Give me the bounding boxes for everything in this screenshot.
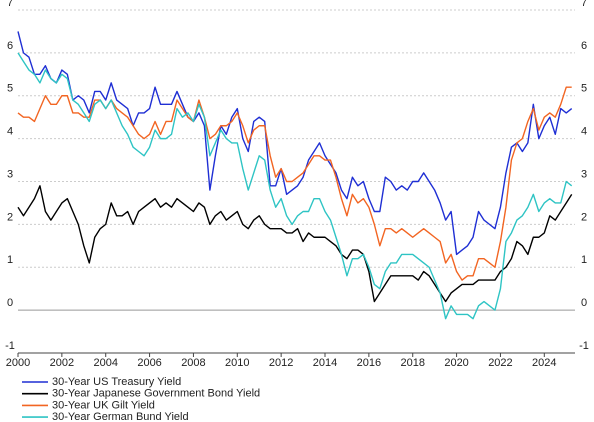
y-tick-label: 3 bbox=[7, 168, 13, 180]
y2-tick-label: 6 bbox=[581, 40, 587, 52]
y2-tick-label: -1 bbox=[579, 340, 589, 352]
y2-tick-label: 0 bbox=[581, 297, 587, 309]
x-tick-label: 2024 bbox=[532, 357, 556, 369]
y-tick-label: 2 bbox=[7, 211, 13, 223]
series-line bbox=[17, 185, 573, 303]
y-tick-label: 5 bbox=[7, 83, 13, 95]
y-tick-label: -1 bbox=[5, 340, 15, 352]
x-tick-label: 2002 bbox=[50, 357, 74, 369]
y-tick-label: 1 bbox=[7, 254, 13, 266]
y-tick-label: 0 bbox=[7, 297, 13, 309]
x-tick-label: 2018 bbox=[400, 357, 424, 369]
y2-tick-label: 2 bbox=[581, 211, 587, 223]
y2-tick-label: 5 bbox=[581, 83, 587, 95]
y2-tick-label: 1 bbox=[581, 254, 587, 266]
y2-tick-label: 3 bbox=[581, 168, 587, 180]
x-tick-label: 2014 bbox=[313, 357, 337, 369]
series-line bbox=[17, 52, 573, 320]
x-tick-label: 2016 bbox=[357, 357, 381, 369]
series-line bbox=[17, 31, 573, 256]
legend-label: 30-Year UK Gilt Yield bbox=[52, 399, 155, 411]
y2-tick-label: 7 bbox=[581, 0, 587, 9]
x-tick-label: 2004 bbox=[93, 357, 117, 369]
legend-label: 30-Year US Treasury Yield bbox=[52, 376, 181, 388]
x-tick-label: 2012 bbox=[269, 357, 293, 369]
legend-label: 30-Year German Bund Yield bbox=[52, 411, 189, 422]
y-tick-label: 4 bbox=[7, 126, 13, 138]
x-tick-label: 2006 bbox=[137, 357, 161, 369]
series-line bbox=[17, 86, 572, 281]
x-tick-label: 2020 bbox=[444, 357, 468, 369]
x-tick-label: 2008 bbox=[181, 357, 205, 369]
y-tick-label: 7 bbox=[7, 0, 13, 9]
legend-label: 30-Year Japanese Government Bond Yield bbox=[52, 388, 260, 400]
x-tick-label: 2010 bbox=[225, 357, 249, 369]
x-tick-label: 2022 bbox=[488, 357, 512, 369]
y2-tick-label: 4 bbox=[581, 126, 587, 138]
y-tick-label: 6 bbox=[7, 40, 13, 52]
x-tick-label: 2000 bbox=[6, 357, 30, 369]
